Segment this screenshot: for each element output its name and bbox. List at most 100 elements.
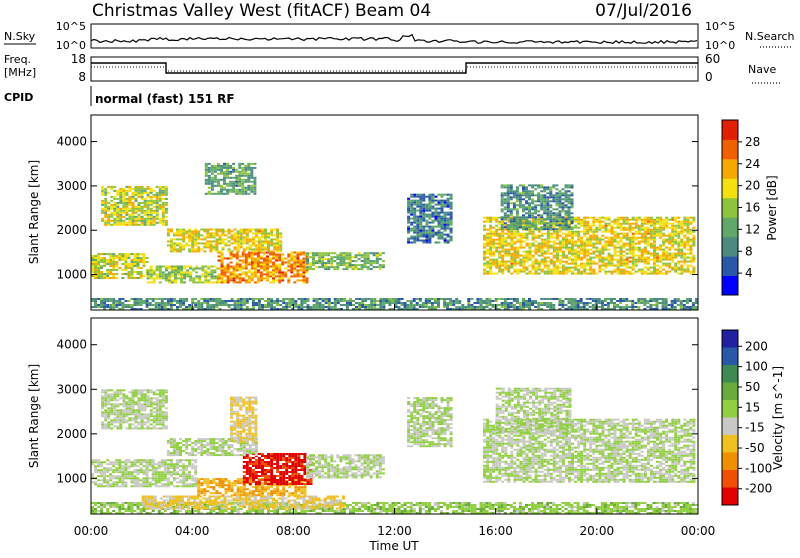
data-cell	[422, 218, 425, 220]
data-cell	[422, 212, 425, 214]
data-cell	[155, 298, 158, 300]
data-cell	[626, 245, 629, 247]
data-cell	[561, 226, 564, 228]
data-cell	[135, 212, 138, 214]
data-cell	[568, 228, 571, 230]
data-cell	[580, 247, 583, 249]
data-cell	[296, 273, 299, 275]
data-cell	[131, 273, 134, 275]
data-cell	[106, 273, 109, 275]
data-cell	[125, 200, 128, 202]
data-cell	[692, 306, 695, 308]
data-cell	[498, 243, 501, 245]
data-cell	[589, 217, 592, 219]
data-cell	[601, 227, 604, 229]
data-cell	[501, 184, 504, 186]
data-cell	[330, 264, 333, 266]
data-cell	[486, 263, 489, 265]
data-cell	[625, 304, 628, 306]
data-cell	[153, 194, 156, 196]
data-cell	[686, 241, 689, 243]
data-cell	[173, 244, 176, 246]
data-cell	[504, 302, 507, 304]
data-cell	[346, 304, 349, 306]
data-cell	[604, 267, 607, 269]
data-cell	[134, 257, 137, 259]
data-cell	[278, 275, 281, 277]
data-cell	[662, 249, 665, 251]
data-cell	[659, 249, 662, 251]
data-cell	[513, 251, 516, 253]
data-cell	[553, 247, 556, 249]
data-cell	[483, 265, 486, 267]
data-cell	[243, 250, 246, 252]
data-cell	[486, 233, 489, 235]
data-cell	[558, 226, 561, 228]
data-cell	[266, 277, 269, 279]
data-cell	[244, 171, 247, 173]
data-cell	[159, 208, 162, 210]
data-cell	[583, 233, 586, 235]
data-cell	[229, 177, 232, 179]
data-cell	[147, 216, 150, 218]
data-cell	[419, 200, 422, 202]
data-cell	[186, 271, 189, 273]
data-cell	[659, 273, 662, 275]
data-cell	[571, 273, 574, 275]
data-cell	[233, 281, 236, 283]
data-cell	[170, 244, 173, 246]
data-cell	[635, 233, 638, 235]
data-cell	[632, 263, 635, 265]
data-cell	[510, 261, 513, 263]
data-cell	[124, 273, 127, 275]
data-cell	[458, 300, 461, 302]
data-cell	[290, 268, 293, 270]
data-cell	[225, 238, 228, 240]
data-cell	[635, 225, 638, 227]
data-cell	[680, 225, 683, 227]
data-cell	[410, 212, 413, 214]
data-cell	[257, 264, 260, 266]
data-cell	[513, 204, 516, 206]
data-cell	[543, 204, 546, 206]
data-cell	[580, 302, 583, 304]
data-cell	[104, 202, 107, 204]
data-cell	[261, 229, 264, 231]
data-cell	[450, 202, 453, 204]
data-cell	[370, 304, 373, 306]
data-cell	[555, 214, 558, 216]
data-cell	[370, 302, 373, 304]
data-cell	[407, 200, 410, 202]
data-cell	[313, 304, 316, 306]
data-cell	[150, 271, 153, 273]
data-cell	[282, 300, 285, 302]
data-cell	[141, 198, 144, 200]
data-cell	[209, 229, 212, 231]
data-cell	[449, 298, 452, 300]
data-cell	[662, 300, 665, 302]
data-cell	[153, 212, 156, 214]
data-cell	[251, 254, 254, 256]
data-cell	[559, 255, 562, 257]
data-cell	[100, 483, 103, 485]
data-cell	[219, 300, 222, 302]
data-cell	[513, 261, 516, 263]
data-cell	[516, 214, 519, 216]
data-cell	[299, 279, 302, 281]
data-cell	[299, 275, 302, 277]
data-cell	[526, 245, 529, 247]
data-cell	[407, 220, 410, 222]
data-cell	[556, 249, 559, 251]
data-cell	[519, 263, 522, 265]
data-cell	[215, 244, 218, 246]
data-cell	[568, 271, 571, 273]
data-cell	[495, 247, 498, 249]
data-cell	[191, 234, 194, 236]
data-cell	[428, 196, 431, 198]
data-cell	[522, 300, 525, 302]
data-cell	[226, 165, 229, 167]
data-cell	[247, 165, 250, 167]
data-cell	[659, 217, 662, 219]
data-cell	[467, 306, 470, 308]
data-cell	[614, 239, 617, 241]
